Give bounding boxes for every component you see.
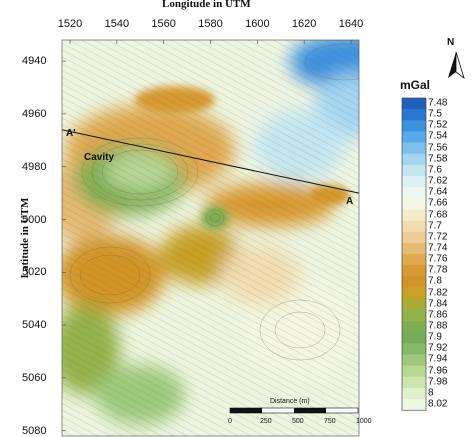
scale-bar-title: Distance (m) (270, 398, 310, 405)
profile-line (61, 129, 360, 194)
y-tick-marks (62, 60, 66, 432)
x-tick-label: 1640 (338, 18, 364, 30)
x-tick-marks (69, 40, 352, 44)
x-tick-label: 1520 (57, 18, 83, 30)
colorbar-swatch (402, 209, 426, 221)
y-tick-label: 4960 (22, 107, 47, 120)
colorbar-label: 7.98 (428, 376, 448, 388)
y-tick-label: 4980 (22, 160, 47, 173)
north-label: N (447, 37, 455, 48)
colorbar-swatch (402, 376, 426, 389)
contour-hatching (62, 40, 359, 436)
colorbar-label: 7.82 (428, 287, 448, 299)
colorbar-swatch (402, 153, 426, 166)
profile-end-label: A (346, 196, 354, 207)
scale-bar-label: 500 (292, 418, 304, 425)
colorbar-swatch (402, 387, 426, 400)
colorbar-label: 8.02 (428, 398, 448, 410)
scale-segment-3 (294, 408, 326, 413)
y-tick-label: 4940 (22, 55, 47, 68)
colorbar-swatch (402, 265, 426, 277)
colorbar-frame (401, 97, 427, 411)
colorbar-label: 8 (428, 387, 434, 399)
colorbar-label: 7.94 (428, 353, 448, 365)
colorbar-label: 7.8 (428, 275, 442, 287)
y-tick-label: 5080 (22, 424, 47, 437)
profile-start-label: A' (66, 128, 76, 139)
y-tick-label: 5020 (22, 266, 47, 279)
colorbar-swatch (402, 354, 426, 366)
colorbar-label: 7.74 (428, 242, 448, 254)
colorbar-swatch (402, 98, 426, 110)
colorbar-swatch (402, 176, 426, 188)
scale-bar-label: 750 (324, 418, 336, 425)
colorbar-unit: mGal (400, 78, 431, 92)
north-arrow-icon (448, 51, 465, 80)
colorbar-label: 7.48 (428, 97, 448, 109)
colorbar-swatch (402, 220, 426, 233)
colorbar-label: 7.88 (428, 320, 448, 332)
colorbar-swatch (402, 142, 426, 155)
y-tick-label: 5060 (22, 371, 47, 384)
colorbar-label: 7.64 (428, 186, 448, 198)
colorbar-swatch (402, 254, 426, 266)
colorbar (401, 97, 427, 411)
colorbar-swatch (402, 321, 426, 333)
scale-bar-label: 1000 (356, 418, 372, 425)
colorbar-swatch (402, 187, 426, 199)
gravity-anomaly-map (62, 40, 359, 436)
colorbar-label: 7.84 (428, 298, 448, 310)
colorbar-label: 7.52 (428, 119, 448, 131)
colorbar-swatch (402, 298, 426, 311)
colorbar-swatch (402, 332, 426, 344)
colorbar-swatch (402, 276, 426, 288)
x-tick-label: 1560 (151, 18, 176, 30)
colorbar-swatch (402, 109, 426, 121)
colorbar-swatch (402, 231, 426, 244)
colorbar-label: 7.92 (428, 342, 448, 354)
y-axis-title: Latitude in UTM (19, 197, 31, 279)
colorbar-label: 7.72 (428, 231, 448, 243)
colorbar-label: 7.6 (428, 164, 442, 176)
scale-segment-1 (230, 408, 262, 413)
colorbar-swatch (402, 399, 426, 411)
scale-bar (229, 407, 359, 414)
colorbar-label: 7.5 (428, 108, 442, 120)
scale-bar-label: 250 (260, 418, 272, 425)
x-axis-title: Longitude in UTM (162, 0, 251, 10)
colorbar-label: 7.78 (428, 264, 448, 276)
colorbar-swatch (402, 242, 426, 255)
x-tick-label: 1620 (291, 18, 317, 30)
colorbar-swatch (402, 131, 426, 143)
colorbar-swatch (402, 365, 426, 378)
y-tick-label: 5040 (22, 319, 47, 332)
colorbar-swatch (402, 198, 426, 210)
colorbar-label: 7.54 (428, 130, 448, 142)
colorbar-label: 7.76 (428, 253, 448, 265)
colorbar-label: 7.96 (428, 365, 448, 377)
colorbar-label: 7.86 (428, 309, 448, 321)
colorbar-label: 7.62 (428, 175, 448, 187)
colorbar-label: 7.58 (428, 153, 448, 165)
colorbar-swatch (402, 164, 426, 177)
colorbar-label: 7.9 (428, 331, 442, 343)
scale-bar-label: 0 (228, 418, 232, 425)
colorbar-label: 7.7 (428, 220, 442, 232)
contour-lines (69, 43, 359, 361)
x-tick-label: 1580 (198, 18, 223, 30)
y-tick-label: 5000 (22, 213, 47, 226)
x-tick-label: 1600 (245, 18, 270, 30)
colorbar-label: 7.66 (428, 197, 448, 209)
colorbar-label: 7.68 (428, 209, 448, 220)
colorbar-swatch (402, 120, 426, 132)
colorbar-swatch (402, 343, 426, 355)
colorbar-label: 7.56 (428, 142, 448, 154)
cavity-label: Cavity (84, 152, 115, 163)
x-tick-label: 1540 (104, 18, 130, 30)
colorbar-swatch (402, 309, 426, 322)
colorbar-swatch (402, 287, 426, 299)
